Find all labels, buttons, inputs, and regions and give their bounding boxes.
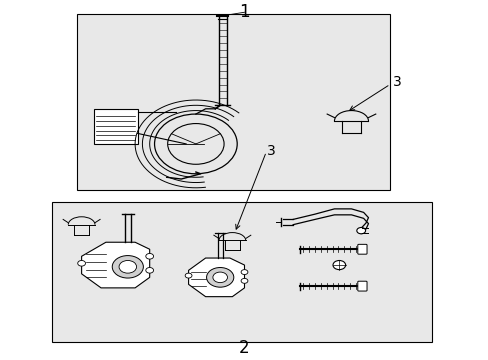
Circle shape <box>212 272 227 283</box>
Circle shape <box>241 278 247 283</box>
Circle shape <box>119 261 136 273</box>
Circle shape <box>356 228 365 234</box>
Text: 1: 1 <box>239 3 249 21</box>
Circle shape <box>145 267 153 273</box>
Polygon shape <box>188 258 244 297</box>
Circle shape <box>185 273 192 278</box>
Circle shape <box>78 261 85 266</box>
Bar <box>52 202 431 342</box>
Polygon shape <box>81 242 149 288</box>
Text: 3: 3 <box>392 76 401 90</box>
Circle shape <box>145 253 153 259</box>
FancyBboxPatch shape <box>357 244 366 254</box>
Circle shape <box>332 261 345 270</box>
Circle shape <box>241 270 247 275</box>
Circle shape <box>206 267 233 287</box>
Circle shape <box>112 256 143 278</box>
Text: 2: 2 <box>239 339 249 357</box>
Bar <box>77 14 389 190</box>
Bar <box>94 109 137 144</box>
Text: 3: 3 <box>266 144 275 158</box>
FancyBboxPatch shape <box>357 281 366 291</box>
